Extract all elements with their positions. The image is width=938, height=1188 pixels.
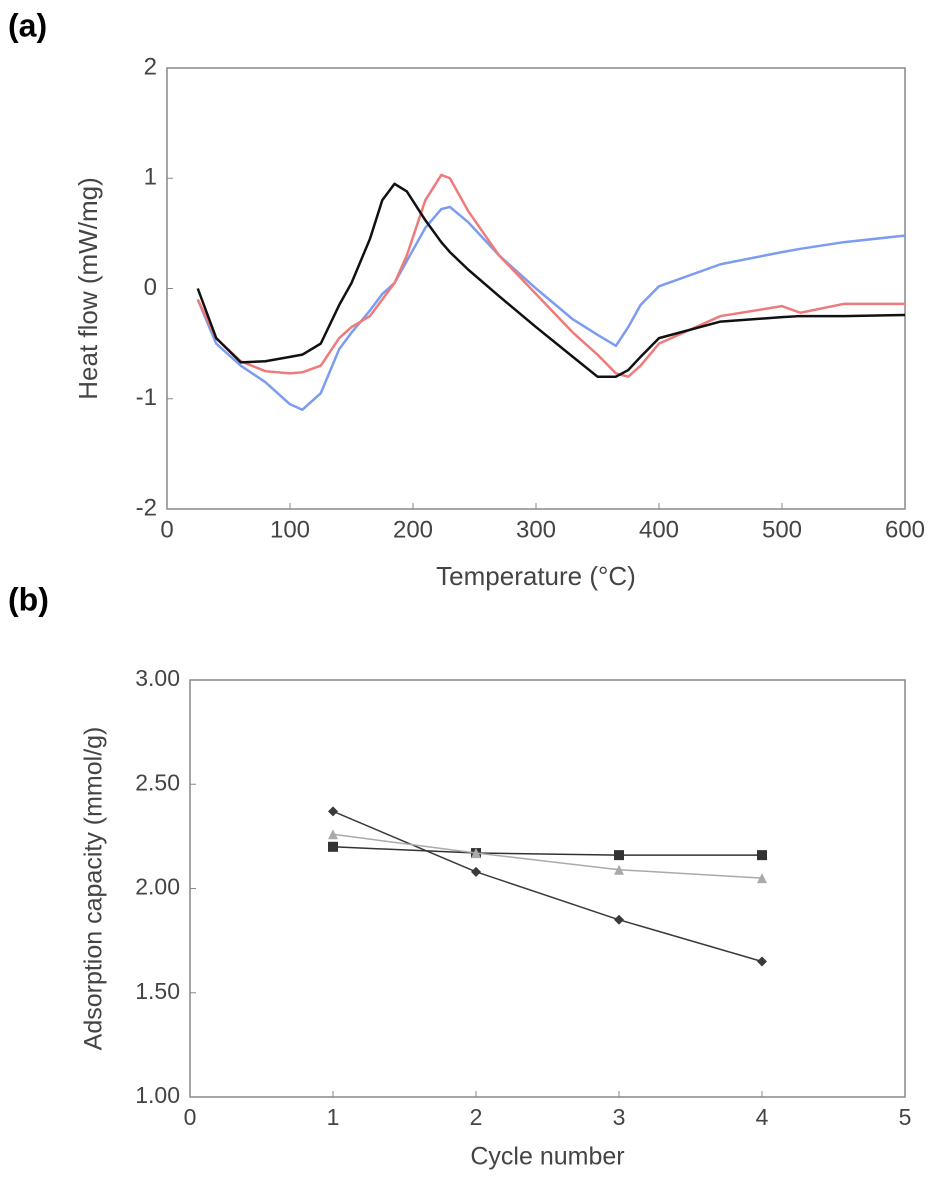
marker [757, 850, 767, 861]
x-tick-label: 0 [184, 1104, 197, 1130]
x-tick-label: 200 [393, 516, 433, 543]
x-tick-label: 600 [885, 516, 925, 543]
x-tick-label: 0 [160, 516, 173, 543]
x-tick-label: 2 [470, 1104, 483, 1130]
series-line [196, 205, 906, 412]
y-tick-label: -1 [136, 384, 157, 411]
marker [328, 841, 338, 852]
y-tick-label: 1.00 [135, 1082, 180, 1108]
x-tick-label: 1 [327, 1104, 340, 1130]
y-tick-label: 2.00 [135, 874, 180, 900]
x-tick-label: 500 [762, 516, 802, 543]
y-tick-label: 0 [144, 274, 157, 301]
x-tick-label: 4 [756, 1104, 769, 1130]
panel-label: (b) [8, 581, 49, 617]
plot-frame [189, 679, 906, 1098]
marker [614, 914, 624, 925]
x-axis-label: Temperature (°C) [436, 561, 636, 591]
y-tick-label: -2 [136, 494, 157, 521]
y-axis-label: Heat flow (mW/mg) [73, 177, 103, 399]
y-tick-label: 1.50 [135, 978, 180, 1004]
series-line [196, 173, 905, 378]
x-tick-label: 400 [639, 516, 679, 543]
y-tick-label: 2 [144, 53, 157, 80]
panel-label: (a) [8, 7, 47, 43]
marker [471, 848, 481, 859]
marker [757, 873, 767, 884]
y-tick-label: 3.00 [135, 665, 180, 691]
marker [757, 956, 767, 967]
x-tick-label: 3 [613, 1104, 626, 1130]
x-tick-label: 300 [516, 516, 556, 543]
series-line [196, 182, 906, 378]
y-tick-label: 1 [144, 164, 157, 191]
series-line [332, 810, 763, 963]
x-axis-label: Cycle number [470, 1143, 624, 1171]
marker [328, 829, 338, 840]
x-tick-label: 5 [899, 1104, 912, 1130]
series-line [332, 833, 763, 879]
marker [471, 866, 481, 877]
marker [614, 864, 624, 875]
marker [328, 806, 338, 817]
x-tick-label: 100 [270, 516, 310, 543]
series-line [332, 846, 762, 856]
y-tick-label: 2.50 [135, 769, 180, 795]
y-axis-label: Adsorption capacity (mmol/g) [80, 727, 108, 1051]
marker [614, 850, 624, 861]
